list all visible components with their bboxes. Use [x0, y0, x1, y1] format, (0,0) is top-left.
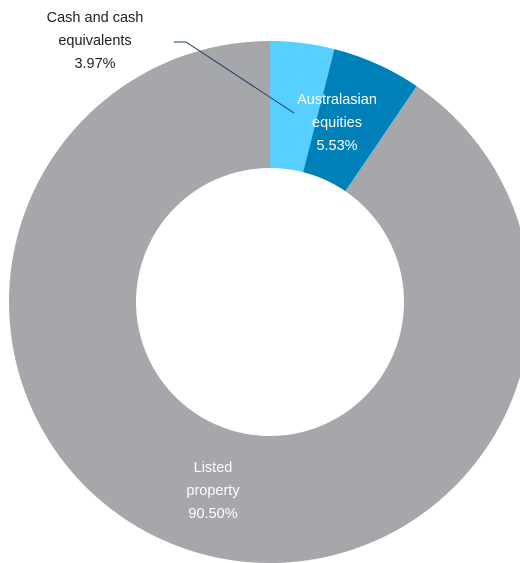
slice-labels: Cash and cash equivalents 3.97% Australasia…: [47, 10, 377, 522]
label-cash-and-cash-equivalents: Cash and cash: [47, 10, 144, 26]
label-cash-and-cash-equivalents: equivalents: [58, 33, 131, 49]
leader-line-cash-and-cash-equivalents: [174, 41, 295, 114]
value-label-cash-and-cash-equivalents: 3.97%: [74, 56, 115, 72]
label-australasian-equities: Australasian: [297, 92, 377, 108]
slice-australasian-equities: [303, 49, 417, 192]
value-label-listed-property: 90.50%: [188, 506, 237, 522]
label-listed-property: property: [186, 483, 240, 499]
slice-cash-and-cash-equivalents: [270, 41, 335, 173]
label-australasian-equities: equities: [312, 115, 362, 131]
value-label-australasian-equities: 5.53%: [316, 138, 357, 154]
label-listed-property: Listed: [194, 460, 233, 476]
donut-slices: [9, 41, 520, 563]
slice-listed-property: [9, 41, 520, 563]
